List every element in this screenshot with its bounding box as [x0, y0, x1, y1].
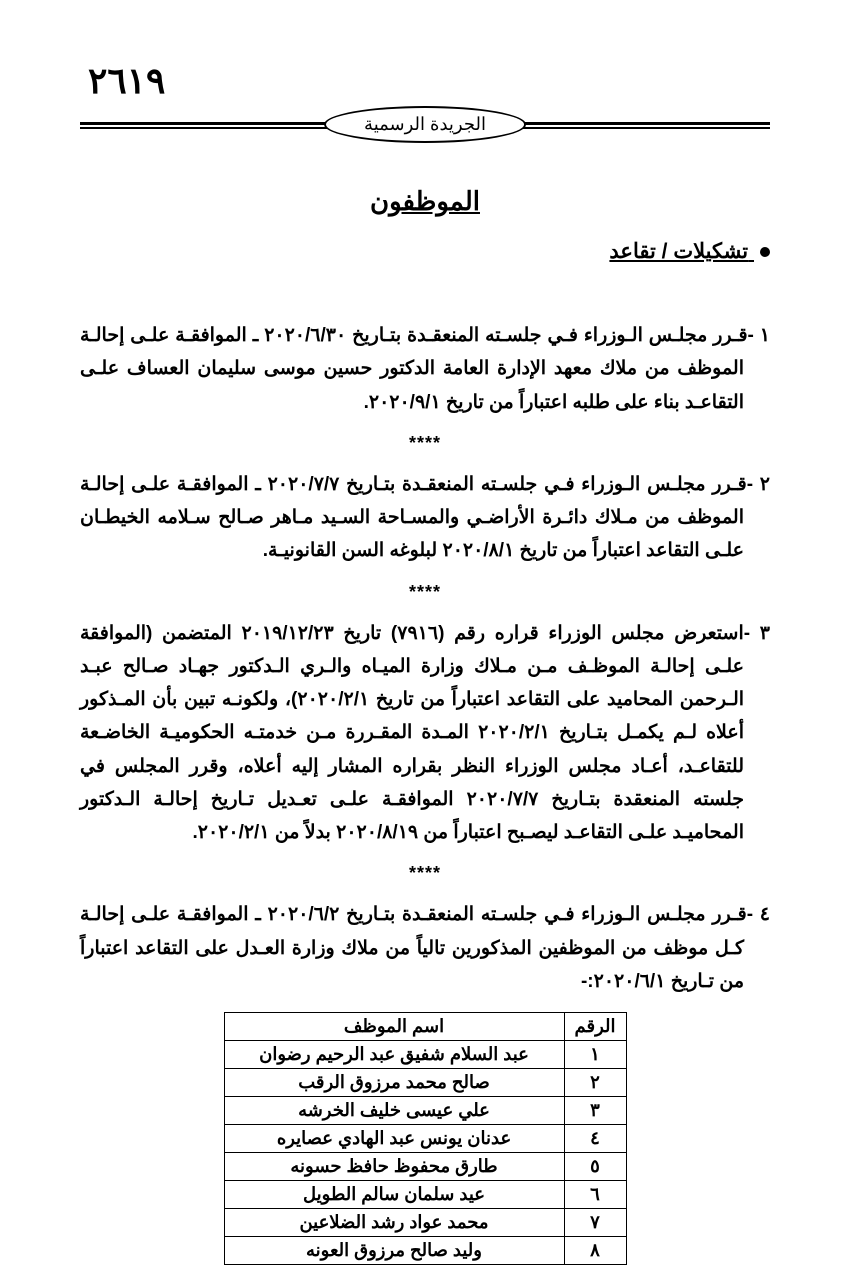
separator: **** — [80, 582, 770, 603]
item-number: ٣ - — [744, 623, 770, 644]
sub-title-text: تشكيلات / تقاعد — [609, 240, 748, 263]
cell-number: ٥ — [564, 1153, 626, 1181]
item-number: ١ - — [748, 325, 770, 346]
col-header-name: اسم الموظف — [224, 1013, 564, 1041]
cell-name: عبد السلام شفيق عبد الرحيم رضوان — [224, 1041, 564, 1069]
separator: **** — [80, 863, 770, 884]
item-text: قـرر مجلـس الـوزراء فـي جلسـته المنعقـدة… — [80, 325, 748, 413]
cell-name: محمد عواد رشد الضلاعين — [224, 1209, 564, 1237]
table-row: ٣علي عيسى خليف الخرشه — [224, 1097, 626, 1125]
table-row: ٤عدنان يونس عبد الهادي عصايره — [224, 1125, 626, 1153]
item-number: ٤ - — [747, 904, 770, 925]
decree-item: ٢ -قـرر مجلـس الـوزراء فـي جلسـته المنعق… — [80, 468, 770, 568]
item-number: ٢ - — [747, 474, 770, 495]
cell-number: ٤ — [564, 1125, 626, 1153]
cell-number: ٢ — [564, 1069, 626, 1097]
main-title: الموظفون — [80, 186, 770, 217]
cell-number: ١ — [564, 1041, 626, 1069]
page-number: ٢٦١٩ — [80, 60, 770, 102]
decree-item: ٣ -استعرض مجلس الوزراء قراره رقم (٧٩١٦) … — [80, 617, 770, 850]
col-header-number: الرقم — [564, 1013, 626, 1041]
item-text: قـرر مجلـس الـوزراء فـي جلسـته المنعقـدة… — [80, 474, 747, 562]
decree-item: ١ -قـرر مجلـس الـوزراء فـي جلسـته المنعق… — [80, 319, 770, 419]
employees-table: الرقم اسم الموظف ١عبد السلام شفيق عبد ال… — [224, 1012, 627, 1265]
cell-number: ٦ — [564, 1181, 626, 1209]
cell-name: طارق محفوظ حافظ حسونه — [224, 1153, 564, 1181]
cell-name: وليد صالح مرزوق العونه — [224, 1237, 564, 1265]
cell-number: ٧ — [564, 1209, 626, 1237]
table-row: ٥طارق محفوظ حافظ حسونه — [224, 1153, 626, 1181]
cell-name: عيد سلمان سالم الطويل — [224, 1181, 564, 1209]
table-row: ٦عيد سلمان سالم الطويل — [224, 1181, 626, 1209]
bullet-icon — [760, 247, 770, 257]
sub-title: تشكيلات / تقاعد — [80, 239, 770, 264]
table-header-row: الرقم اسم الموظف — [224, 1013, 626, 1041]
cell-number: ٣ — [564, 1097, 626, 1125]
table-row: ٨وليد صالح مرزوق العونه — [224, 1237, 626, 1265]
gazette-badge: الجريدة الرسمية — [324, 106, 526, 143]
header-ornament: الجريدة الرسمية — [80, 106, 770, 156]
table-row: ١عبد السلام شفيق عبد الرحيم رضوان — [224, 1041, 626, 1069]
decree-item: ٤ -قـرر مجلـس الـوزراء فـي جلسـته المنعق… — [80, 898, 770, 998]
separator: **** — [80, 433, 770, 454]
item-text: قـرر مجلـس الـوزراء فـي جلسـته المنعقـدة… — [80, 904, 747, 992]
item-text: استعرض مجلس الوزراء قراره رقم (٧٩١٦) تار… — [80, 623, 744, 844]
cell-name: عدنان يونس عبد الهادي عصايره — [224, 1125, 564, 1153]
table-row: ٢صالح محمد مرزوق الرقب — [224, 1069, 626, 1097]
cell-name: صالح محمد مرزوق الرقب — [224, 1069, 564, 1097]
table-row: ٧محمد عواد رشد الضلاعين — [224, 1209, 626, 1237]
cell-name: علي عيسى خليف الخرشه — [224, 1097, 564, 1125]
cell-number: ٨ — [564, 1237, 626, 1265]
